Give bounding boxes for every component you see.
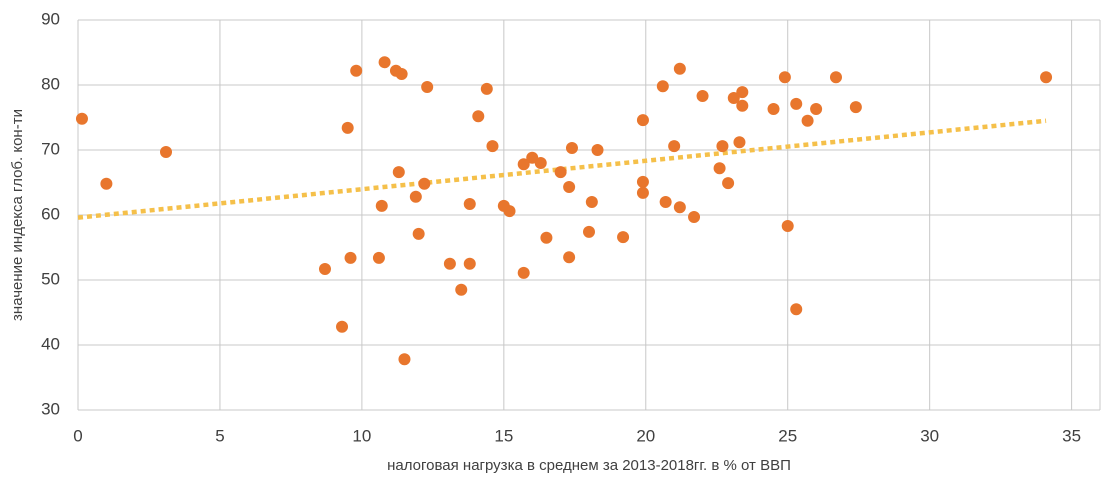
point	[318, 262, 331, 275]
point	[443, 257, 456, 270]
point	[736, 99, 749, 112]
point	[350, 64, 363, 77]
point	[810, 103, 823, 116]
y-tick-label: 70	[41, 139, 60, 158]
point	[472, 110, 485, 123]
point	[421, 80, 434, 93]
x-tick-label: 15	[494, 426, 513, 445]
point	[565, 142, 578, 155]
y-tick-label: 40	[41, 334, 60, 353]
point	[668, 140, 681, 153]
point	[378, 56, 391, 69]
point	[375, 199, 388, 212]
point	[636, 175, 649, 188]
y-tick-label: 50	[41, 269, 60, 288]
y-tick-label: 60	[41, 204, 60, 223]
point	[412, 227, 425, 240]
x-tick-label: 35	[1062, 426, 1081, 445]
point	[767, 103, 780, 116]
point	[778, 71, 791, 84]
point	[656, 80, 669, 93]
y-tick-label: 90	[41, 9, 60, 28]
point	[688, 210, 701, 223]
point	[591, 144, 604, 156]
point	[395, 67, 408, 80]
point	[716, 140, 729, 153]
x-tick-label: 10	[352, 426, 371, 445]
point	[636, 114, 649, 127]
point	[673, 201, 686, 214]
point	[563, 251, 576, 264]
point	[722, 177, 735, 190]
x-tick-label: 30	[920, 426, 939, 445]
point	[480, 82, 493, 95]
point	[534, 157, 547, 169]
point	[409, 190, 422, 203]
point	[563, 181, 576, 194]
point	[659, 196, 672, 208]
point	[554, 166, 567, 179]
x-tick-label: 20	[636, 426, 655, 445]
point	[344, 251, 357, 264]
point	[585, 196, 598, 208]
point	[341, 121, 354, 134]
point	[372, 251, 385, 264]
point	[673, 62, 686, 75]
point	[463, 197, 476, 210]
point	[517, 266, 530, 279]
point	[503, 205, 516, 218]
point	[713, 162, 726, 175]
point	[781, 220, 794, 233]
point	[486, 140, 499, 153]
y-tick-label: 30	[41, 399, 60, 418]
point	[75, 112, 88, 125]
point	[801, 114, 814, 127]
point	[733, 136, 746, 149]
point	[790, 303, 803, 316]
point	[696, 90, 709, 103]
point	[336, 320, 349, 333]
point	[636, 186, 649, 199]
point	[160, 145, 173, 158]
y-tick-label: 80	[41, 74, 60, 93]
x-tick-label: 5	[215, 426, 224, 445]
point	[540, 231, 553, 244]
point	[790, 97, 803, 110]
point	[1040, 71, 1053, 84]
point	[829, 71, 842, 84]
point	[455, 283, 468, 296]
point	[727, 92, 740, 104]
x-tick-label: 25	[778, 426, 797, 445]
x-axis-title: налоговая нагрузка в среднем за 2013-201…	[387, 457, 791, 474]
point	[392, 166, 405, 179]
point	[849, 101, 862, 114]
y-axis-title: значение индекса глоб. кон-ти	[9, 109, 26, 321]
point	[418, 177, 431, 190]
point	[463, 257, 476, 270]
point	[100, 177, 113, 190]
point	[583, 225, 595, 238]
point	[617, 231, 630, 244]
x-tick-label: 0	[73, 426, 82, 445]
point	[517, 158, 530, 171]
point	[736, 86, 749, 99]
point	[398, 353, 411, 366]
